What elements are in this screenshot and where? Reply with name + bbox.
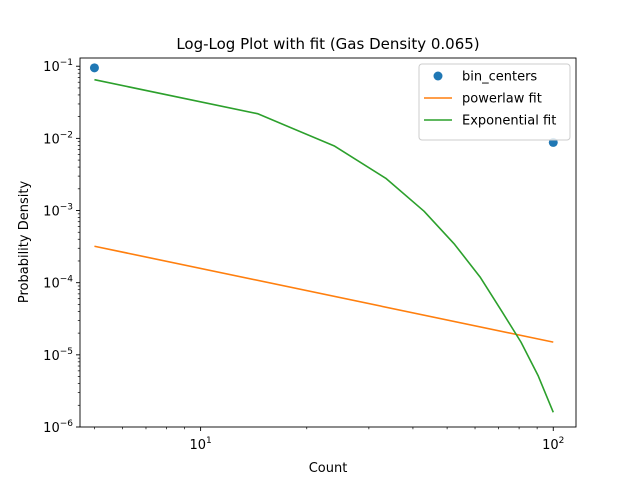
x-tick-label: 101	[189, 436, 211, 453]
y-tick-label: 10−2	[43, 130, 73, 147]
x-tick-label: 102	[542, 436, 564, 453]
legend-label: powerlaw fit	[462, 92, 542, 107]
y-tick-label: 10−4	[43, 275, 73, 292]
legend-frame	[418, 63, 571, 141]
legend-label: Exponential fit	[462, 114, 556, 129]
data-point	[89, 63, 99, 73]
y-tick-label: 10−6	[43, 419, 73, 436]
y-tick-label: 10−1	[43, 58, 73, 75]
chart-title: Log-Log Plot with fit (Gas Density 0.065…	[176, 35, 479, 53]
x-axis-label: Count	[309, 461, 348, 476]
legend-label: bin_centers	[462, 70, 537, 85]
legend: bin_centers powerlaw fit Exponential fit	[418, 63, 571, 141]
axes-frame	[79, 57, 577, 428]
legend-marker	[433, 71, 443, 81]
series-line-1	[94, 245, 554, 343]
series-line-2	[94, 78, 555, 413]
y-tick-label: 10−5	[43, 347, 73, 364]
y-tick-label: 10−3	[43, 203, 73, 220]
y-axis-label: Probability Density	[17, 181, 32, 304]
plot-area: 10−6 10−5 10−4 10−3 10−2 10−1 101 102 bin_center…	[43, 57, 577, 453]
